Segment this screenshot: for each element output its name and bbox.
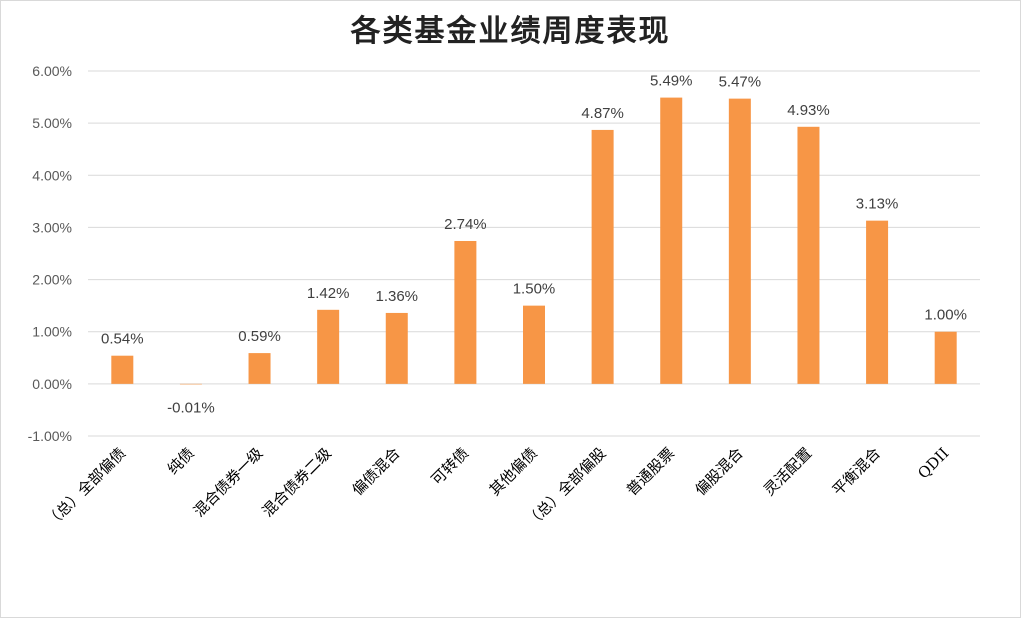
category-label: 其他偏债 [486,444,541,499]
category-label: 平衡混合 [829,444,884,499]
data-label: 5.47% [719,74,762,91]
y-tick-label: 5.00% [32,115,72,131]
y-tick-label: 6.00% [32,63,72,79]
category-label: QDII [914,444,952,482]
category-labels: （总）全部偏债 纯债混合债券一级混合债券二级 偏债混合 可转债 其他偏债（总）全部偏股普… [42,444,952,531]
data-label: 1.50% [513,281,556,298]
category-label: 偏债混合 [348,444,403,499]
bar [454,240,477,384]
category-label: 偏股混合 [692,444,747,499]
data-label: 4.93% [787,102,830,119]
data-label: 3.13% [856,196,899,213]
bar [591,129,614,384]
data-label: 1.42% [307,285,350,302]
bar [797,126,820,384]
y-tick-label: 4.00% [32,167,72,183]
category-label: 纯债 [164,444,198,478]
y-tick-label: 2.00% [32,272,72,288]
y-tick-label: 3.00% [32,219,72,235]
bar [317,309,340,384]
bar [934,331,957,384]
category-label: 普通股票 [623,444,678,499]
bar [866,220,889,384]
data-label: 1.36% [375,288,418,305]
y-axis-ticks: -1.00% 0.00% 1.00% 2.00% 3.00% 4.00% 5.00% 6.00… [28,63,72,444]
category-label: （总）全部偏债 [42,444,129,531]
y-tick-label: -1.00% [28,428,72,444]
chart-title: 各类基金业绩周度表现 [350,14,671,49]
category-label: 混合债券二级 [259,444,335,520]
data-labels: 0.54% -0.01% 0.59% 1.42% 1.36% 2.74% 1.50% 4.87… [101,73,967,417]
data-label: 0.54% [101,331,144,348]
y-tick-label: 0.00% [32,376,72,392]
category-label: 可转债 [428,444,473,489]
bar [523,305,545,384]
data-label: 4.87% [581,105,624,122]
bar [248,353,271,384]
data-label: 5.49% [650,73,693,90]
bar [385,312,408,384]
data-label: -0.01% [167,399,215,416]
bars [111,97,957,385]
bar [111,355,134,384]
category-label: 灵活配置 [760,444,815,499]
bar [179,383,202,385]
bar [660,97,683,384]
data-label: 0.59% [238,328,281,345]
data-label: 2.74% [444,216,487,233]
bar [728,98,751,384]
data-label: 1.00% [924,307,967,324]
y-tick-label: 1.00% [32,324,72,340]
category-label: 混合债券一级 [190,444,266,520]
